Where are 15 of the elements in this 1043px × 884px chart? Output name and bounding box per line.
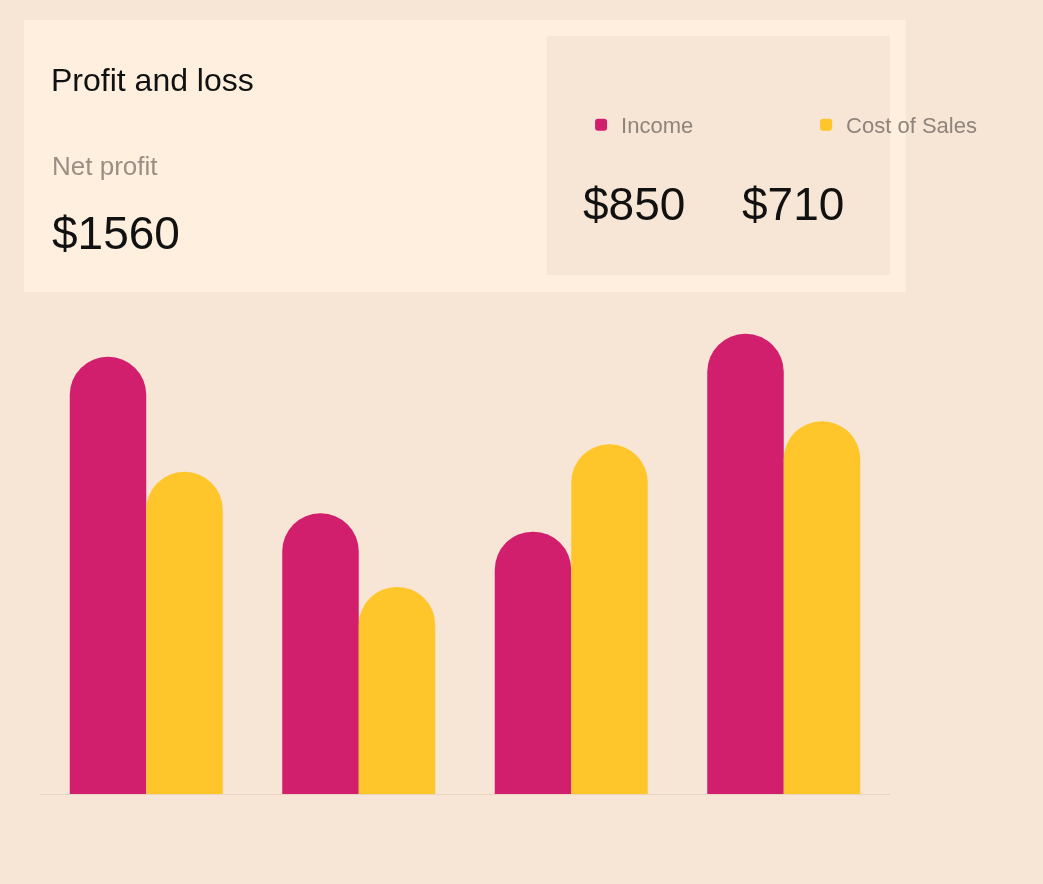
bar: [707, 333, 784, 794]
bar: [571, 444, 648, 794]
chart-title: Profit and loss: [51, 62, 254, 99]
bar: [783, 421, 861, 794]
bar: [282, 513, 359, 794]
text: Net profit: [52, 151, 159, 181]
legend-label: Income: [621, 113, 694, 139]
text: $710: [742, 178, 845, 230]
bar: [358, 586, 436, 794]
bar: [69, 356, 147, 794]
legend-label: Cost of Sales: [846, 113, 977, 139]
bar: [494, 531, 572, 794]
text: $1560: [52, 207, 180, 259]
text: $850: [583, 178, 686, 230]
bar: [146, 471, 223, 794]
